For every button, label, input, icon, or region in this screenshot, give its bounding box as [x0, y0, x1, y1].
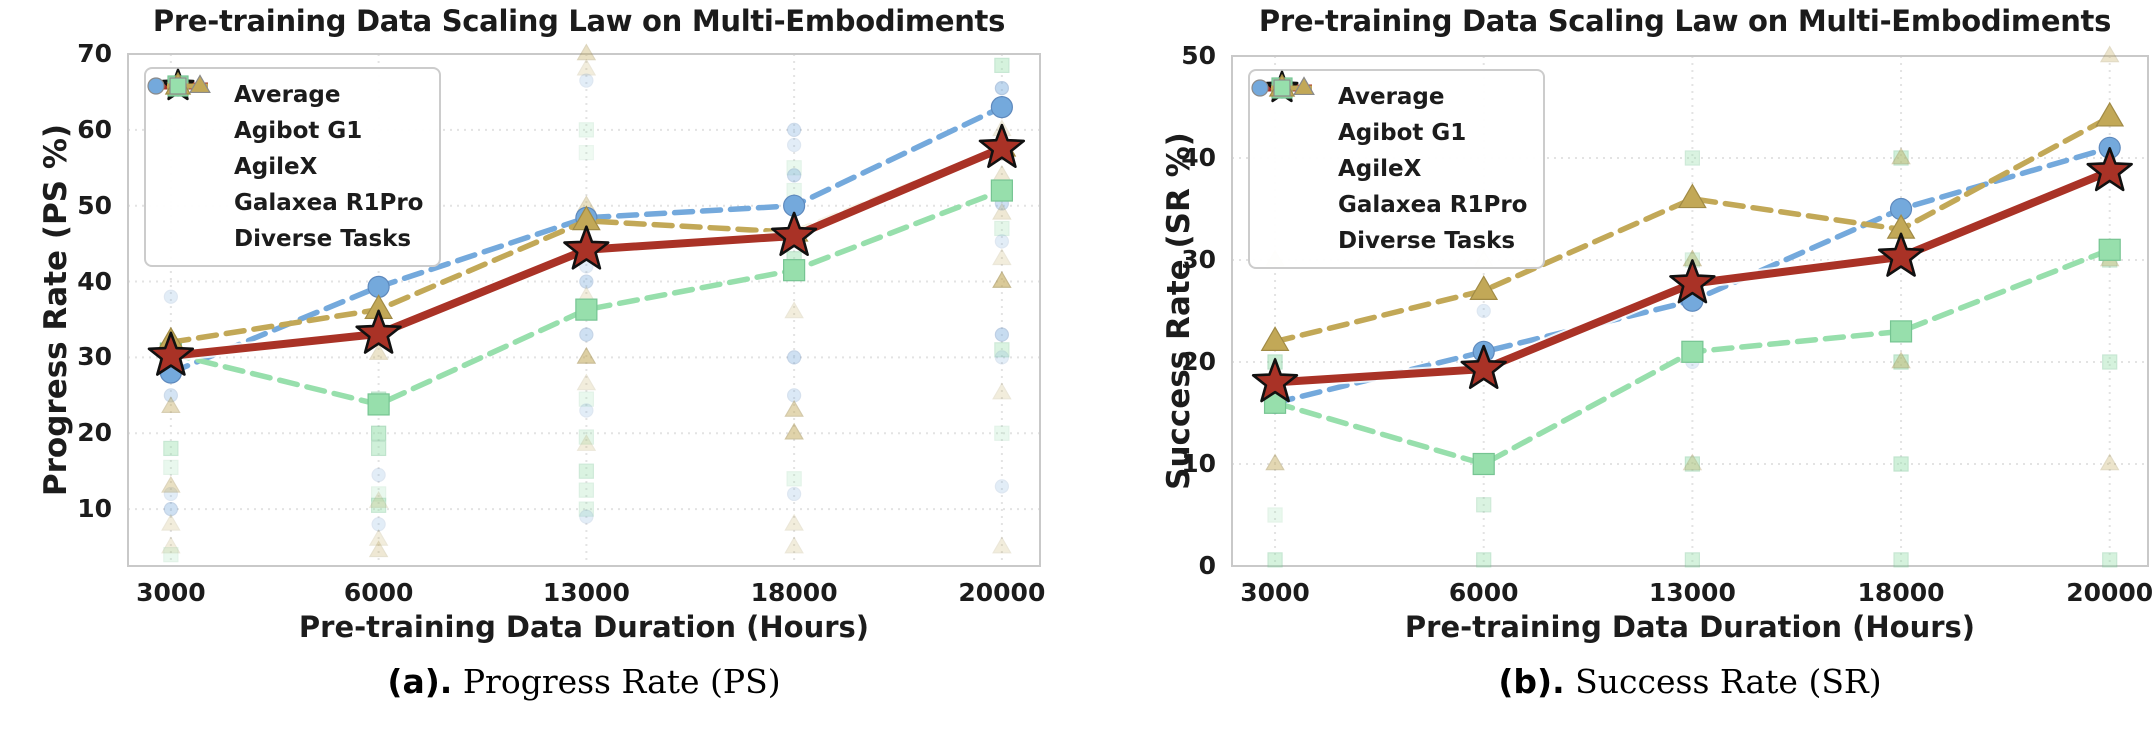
square-dash-icon [148, 75, 222, 184]
x-tick-label: 13000 [1648, 578, 1736, 607]
x-axis-label: Pre-training Data Duration (Hours) [298, 610, 870, 644]
legend-label: Agibot G1 [1338, 120, 1467, 146]
y-tick-label: 50 [77, 190, 112, 220]
y-tick-label: 40 [1181, 143, 1216, 172]
legend-item-galaxea-r1pro: Galaxea R1Pro [148, 71, 424, 221]
chart-title: Pre-training Data Scaling Law on Multi-E… [1258, 4, 2112, 38]
plot-area: Average Agibot G1 AgileX Galaxea R1Pro D… [1231, 45, 2149, 568]
legend-item-agilex: AgileX [1252, 77, 1527, 187]
square-dash-icon [1252, 77, 1326, 186]
y-tick-label: 10 [1181, 449, 1216, 478]
y-tick-label: 50 [1181, 41, 1216, 70]
chart-progress-rate: Pre-training Data Scaling Law on Multi-E… [38, 4, 1046, 701]
plot-area: Average Agibot G1 AgileX Galaxea R1Pro D… [127, 43, 1041, 567]
legend-label: Agibot G1 [234, 118, 363, 144]
y-tick-label: 30 [77, 342, 112, 372]
legend-label: Galaxea R1Pro [1338, 192, 1528, 218]
y-tick-label: 60 [77, 114, 112, 144]
caption-text: Progress Rate (PS) [462, 662, 781, 701]
chart-title: Pre-training Data Scaling Law on Multi-E… [152, 4, 1006, 38]
legend-item-agilex: AgileX [148, 75, 423, 185]
circle-dash-icon [148, 75, 222, 148]
triangle-dash-icon [148, 71, 222, 220]
chart-success-rate: Pre-training Data Scaling Law on Multi-E… [1077, 0, 2154, 742]
legend-item-diverse-tasks: Diverse Tasks [147, 74, 423, 257]
plot-canvas [1231, 45, 2149, 568]
y-axis-label: Success Rate (SR %) [1161, 132, 1197, 490]
y-tick-label: 40 [77, 266, 112, 296]
x-tick-label: 6000 [343, 578, 414, 607]
y-tick-label: 20 [77, 418, 112, 448]
triangle-dash-icon [1252, 73, 1326, 222]
caption-panel-letter: (b). [1498, 662, 1565, 701]
legend-label: Galaxea R1Pro [234, 190, 424, 216]
y-tick-label: 30 [1181, 245, 1216, 274]
x-tick-label: 18000 [1857, 578, 1945, 607]
plot-canvas [127, 43, 1041, 567]
caption-text: Success Rate (SR) [1575, 662, 1882, 701]
x-tick-label: 3000 [1240, 578, 1310, 607]
legend-item-diverse-tasks: Diverse Tasks [1251, 76, 1527, 259]
legend-label: AgileX [1338, 156, 1422, 182]
legend-label: Average [234, 82, 341, 108]
x-tick-label: 13000 [542, 578, 630, 607]
legend-label: Diverse Tasks [1338, 228, 1516, 254]
x-tick-label: 20000 [2066, 578, 2154, 607]
caption: (a). Progress Rate (PS) [128, 662, 1040, 701]
multi-marker-icon [147, 74, 222, 256]
legend: Average Agibot G1 AgileX Galaxea R1Pro D… [144, 67, 442, 267]
x-tick-label: 3000 [136, 578, 206, 607]
x-tick-label: 20000 [958, 578, 1046, 607]
legend-item-agibot-g1: Agibot G1 [1252, 77, 1527, 151]
legend-label: AgileX [234, 154, 318, 180]
circle-dash-icon [1252, 77, 1326, 150]
x-axis-label: Pre-training Data Duration (Hours) [1404, 610, 1976, 644]
y-tick-label: 10 [77, 494, 112, 524]
y-tick-label: 0 [1198, 551, 1216, 580]
caption: (b). Success Rate (SR) [1232, 662, 2148, 701]
legend-label: Average [1338, 84, 1445, 110]
multi-marker-icon [1251, 76, 1326, 258]
x-tick-label: 18000 [750, 578, 838, 607]
caption-panel-letter: (a). [387, 662, 453, 701]
legend-item-galaxea-r1pro: Galaxea R1Pro [1252, 73, 1528, 223]
legend-label: Diverse Tasks [234, 226, 412, 252]
y-tick-label: 70 [77, 39, 112, 68]
legend: Average Agibot G1 AgileX Galaxea R1Pro D… [1248, 69, 1546, 269]
y-tick-label: 20 [1181, 347, 1216, 376]
legend-item-agibot-g1: Agibot G1 [148, 75, 423, 149]
x-tick-label: 6000 [1448, 578, 1519, 607]
